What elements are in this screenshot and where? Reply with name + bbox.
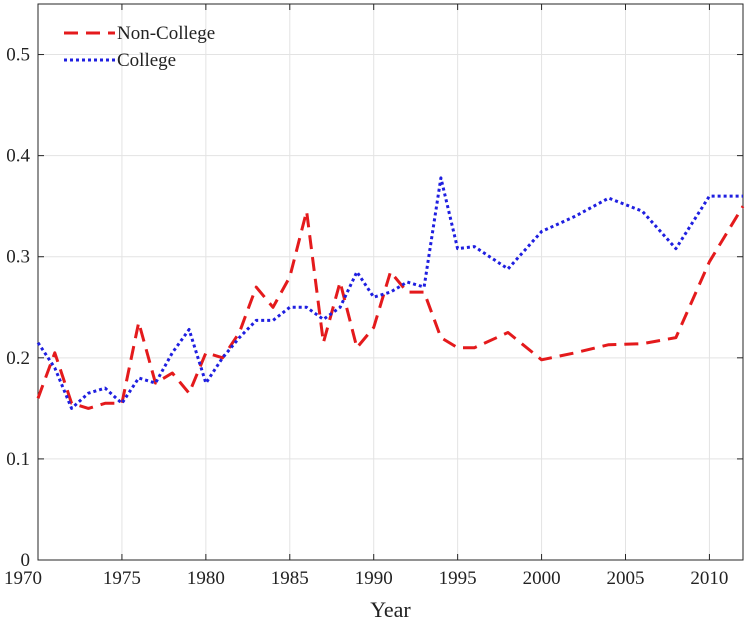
y-tick-label: 0.5 (6, 45, 30, 66)
y-axis-ticks: 0 0.1 0.2 0.3 0.4 0.5 (6, 45, 743, 571)
x-tick-label: 1970 (4, 568, 42, 589)
x-tick-label: 1985 (271, 568, 309, 589)
y-tick-label: 0.2 (6, 348, 30, 369)
y-tick-label: 0.4 (6, 146, 30, 167)
series-line-college (36, 176, 743, 410)
x-tick-label: 2010 (690, 568, 728, 589)
x-axis-label: Year (370, 597, 411, 622)
x-tick-label: 1975 (103, 568, 141, 589)
series-line-non-college (36, 205, 745, 410)
series-lines (36, 176, 745, 410)
grid-lines (37, 4, 743, 561)
x-tick-label: 1980 (187, 568, 225, 589)
x-tick-label: 2005 (607, 568, 645, 589)
y-tick-label: 0.3 (6, 247, 30, 268)
legend: Non-College College (64, 23, 215, 71)
x-tick-label: 2000 (523, 568, 561, 589)
x-tick-label: 1990 (355, 568, 393, 589)
x-tick-label: 1995 (439, 568, 477, 589)
y-tick-label: 0 (21, 550, 31, 571)
y-tick-label: 0.1 (6, 449, 30, 470)
x-axis-ticks: 1970 1975 1980 1985 1990 1995 2000 2005 2010 (4, 4, 728, 589)
legend-label: College (117, 50, 176, 71)
legend-label: Non-College (117, 23, 215, 44)
plot-area-frame (37, 3, 744, 561)
